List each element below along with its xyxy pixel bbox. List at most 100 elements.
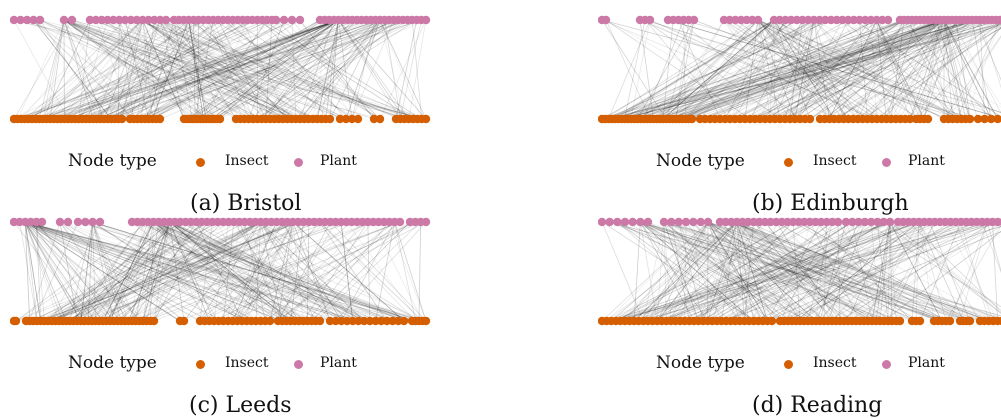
- insect-node: [980, 114, 989, 124]
- interaction-edge: [212, 19, 381, 120]
- interaction-edge: [605, 19, 905, 120]
- interaction-edge: [813, 19, 830, 120]
- interaction-edge: [709, 19, 945, 120]
- interaction-edge: [133, 19, 408, 120]
- interaction-edge: [169, 221, 291, 322]
- interaction-edge: [169, 221, 287, 322]
- interaction-edge: [53, 19, 161, 120]
- interaction-edge: [693, 221, 781, 322]
- interaction-edge: [98, 221, 288, 322]
- interaction-edge: [316, 19, 339, 120]
- interaction-edge: [608, 19, 977, 120]
- interaction-edge: [379, 19, 427, 120]
- interaction-edge: [159, 19, 218, 120]
- interaction-edge: [169, 221, 365, 322]
- interaction-edge: [80, 221, 176, 322]
- interaction-edge: [189, 19, 339, 120]
- interaction-edge: [683, 19, 686, 120]
- interaction-edge: [63, 19, 262, 120]
- interaction-edge: [731, 221, 989, 322]
- interaction-edge: [675, 19, 759, 120]
- panel-caption: (d) Reading: [752, 393, 883, 418]
- interaction-edge: [675, 19, 690, 120]
- interaction-edge: [620, 221, 738, 322]
- insect-legend-label: Insect: [225, 153, 269, 169]
- interaction-edge: [719, 221, 951, 322]
- interaction-edge: [277, 221, 331, 322]
- interaction-edge: [779, 19, 849, 120]
- interaction-edge: [169, 221, 371, 322]
- interaction-edge: [845, 221, 881, 322]
- interaction-edge: [773, 19, 776, 120]
- interaction-edge: [100, 19, 293, 120]
- interaction-edge: [757, 19, 844, 120]
- interaction-edge: [260, 221, 321, 322]
- interaction-edge: [979, 19, 985, 120]
- interaction-edge: [633, 221, 732, 322]
- interaction-edge: [693, 19, 949, 120]
- plant-node: [421, 15, 431, 25]
- interaction-edge: [794, 19, 815, 120]
- interaction-edge: [707, 221, 738, 322]
- interaction-edge: [213, 221, 416, 322]
- interaction-edge: [237, 19, 292, 120]
- interaction-edge: [13, 221, 89, 322]
- interaction-edge: [40, 221, 208, 322]
- interaction-edge: [92, 221, 336, 322]
- interaction-edge: [292, 221, 405, 322]
- interaction-edge: [764, 19, 945, 120]
- interaction-edge: [51, 221, 320, 322]
- interaction-edge: [193, 19, 196, 120]
- interaction-edge: [663, 221, 713, 322]
- interaction-edge: [24, 221, 144, 322]
- interaction-edge: [137, 19, 190, 120]
- interaction-edge: [246, 221, 262, 322]
- interaction-edge: [25, 221, 393, 322]
- interaction-edge: [773, 19, 962, 120]
- interaction-edge: [675, 221, 788, 322]
- interaction-edge: [46, 19, 339, 120]
- interaction-edge: [647, 221, 920, 322]
- interaction-edge: [63, 19, 199, 120]
- interaction-edge: [64, 19, 277, 120]
- plant-node: [841, 217, 851, 227]
- plant-node: [120, 15, 130, 25]
- interaction-edge: [754, 19, 937, 120]
- interaction-edge: [754, 19, 905, 120]
- interaction-edge: [736, 221, 971, 322]
- interaction-edge: [764, 221, 841, 322]
- interaction-edge: [281, 221, 342, 322]
- interaction-edge: [819, 19, 909, 120]
- interaction-edge: [637, 19, 695, 120]
- interaction-edge: [633, 221, 738, 322]
- interaction-edge: [815, 221, 859, 322]
- interaction-edge: [702, 221, 749, 322]
- interaction-edge: [624, 221, 1001, 319]
- interaction-edge: [144, 19, 325, 120]
- interaction-edge: [638, 221, 891, 322]
- interaction-edge: [92, 221, 247, 322]
- interaction-edge: [670, 221, 988, 322]
- interaction-edge: [60, 19, 339, 120]
- interaction-edge: [198, 19, 288, 120]
- interaction-edge: [217, 221, 262, 322]
- interaction-edge: [153, 221, 304, 322]
- plant-node: [645, 15, 655, 25]
- interaction-edge: [183, 19, 321, 120]
- interaction-edge: [117, 221, 261, 322]
- panel-caption: (c) Leeds: [189, 393, 292, 418]
- interaction-edge: [621, 19, 860, 120]
- interaction-edge: [794, 19, 815, 120]
- interaction-edge: [633, 221, 641, 322]
- interaction-edge: [876, 19, 911, 120]
- interaction-edge: [25, 221, 266, 322]
- interaction-edge: [304, 19, 381, 120]
- interaction-edge: [199, 221, 369, 322]
- interaction-edge: [92, 221, 122, 322]
- interaction-edge: [707, 221, 741, 322]
- interaction-edge: [257, 19, 381, 120]
- plant-node: [689, 217, 698, 227]
- interaction-edge: [379, 19, 427, 120]
- interaction-edge: [699, 19, 977, 120]
- panel-leeds: Node type Insect Plant (c) Leeds: [10, 212, 436, 418]
